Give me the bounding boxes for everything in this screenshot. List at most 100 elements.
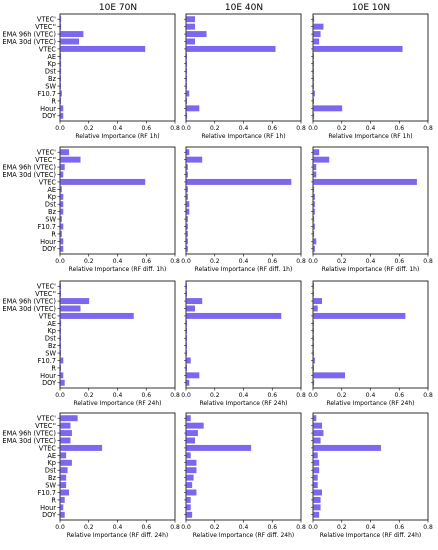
y-tick-label: Bz <box>48 342 57 350</box>
bar-hour <box>60 105 64 112</box>
y-tick-label: SW <box>45 82 56 90</box>
bar-vtec- <box>186 415 191 422</box>
y-tick-label: SW <box>45 349 56 357</box>
x-axis-label: Relative Importance (RF diff. 1h) <box>69 266 167 273</box>
bar-bz <box>186 342 187 349</box>
x-tick-label: 0.0 <box>55 258 65 265</box>
bar-ema-96h-vtec- <box>60 298 90 305</box>
bar-kp <box>60 193 64 200</box>
axes-frame <box>312 280 429 389</box>
bar-vtec- <box>186 422 204 429</box>
y-tick-label: F10.7 <box>38 90 56 98</box>
bar-dst <box>60 68 62 75</box>
y-tick-label: Kp <box>47 60 56 68</box>
bar-vtec <box>313 178 417 185</box>
x-tick-label: 0.0 <box>181 258 191 265</box>
y-tick-label: Dst <box>45 201 57 209</box>
y-tick-label: DOY <box>42 511 57 519</box>
y-tick-label: Kp <box>47 459 56 467</box>
y-tick-label: Dst <box>45 68 57 76</box>
bar-ema-30d-vtec- <box>186 171 188 178</box>
bar-doy <box>186 112 188 119</box>
bar-sw <box>313 83 314 90</box>
bar-ema-30d-vtec- <box>313 437 321 444</box>
bar-ae <box>313 320 314 327</box>
x-axis-label: Relative Importance (RF diff. 24h) <box>193 532 294 539</box>
x-tick-label: 0.4 <box>113 258 123 265</box>
x-tick-label: 0.6 <box>267 125 277 132</box>
y-tick-label: Dst <box>45 335 57 343</box>
y-tick-label: Dst <box>45 467 57 475</box>
y-tick-label: VTEC <box>39 312 57 320</box>
panel-r1-c0: VTEC'VTEC''EMA 96h (VTEC)EMA 30d (VTEC)V… <box>2 146 180 273</box>
bar-dst <box>186 335 187 342</box>
x-tick-label: 0.0 <box>308 258 318 265</box>
x-tick-label: 0.8 <box>296 524 306 531</box>
bar-ema-30d-vtec- <box>313 38 320 45</box>
x-tick-label: 0.4 <box>239 392 249 399</box>
bar-sw <box>313 482 318 489</box>
bar-sw <box>60 216 62 223</box>
bar-vtec- <box>60 149 70 156</box>
bar-vtec <box>186 45 276 52</box>
y-tick-label: VTEC'' <box>35 156 56 164</box>
y-tick-label: F10.7 <box>38 357 56 365</box>
bar-vtec <box>186 312 282 319</box>
bar-vtec <box>60 178 146 185</box>
bar-f10-7 <box>313 223 315 230</box>
bar-ema-30d-vtec- <box>60 437 71 444</box>
bar-ae <box>60 452 67 459</box>
x-axis-label: Relative Importance (RF 1h) <box>75 133 159 140</box>
bar-f10-7 <box>313 357 315 364</box>
x-tick-label: 0.0 <box>55 125 65 132</box>
x-tick-label: 0.8 <box>170 125 180 132</box>
x-tick-label: 0.6 <box>141 125 151 132</box>
bar-vtec- <box>186 290 187 297</box>
axes-frame <box>59 280 176 389</box>
bar-dst <box>313 201 315 208</box>
x-tick-label: 0.2 <box>337 392 347 399</box>
bar-vtec- <box>313 422 323 429</box>
bar-vtec- <box>60 283 61 290</box>
bar-hour <box>186 504 191 511</box>
bar-r <box>313 97 314 104</box>
bar-hour <box>313 372 346 379</box>
y-tick-label: EMA 30d (VTEC) <box>2 38 56 46</box>
bar-f10-7 <box>60 357 64 364</box>
x-tick-label: 0.4 <box>113 524 123 531</box>
x-tick-label: 0.4 <box>239 524 249 531</box>
y-tick-label: VTEC <box>39 178 57 186</box>
column-title-0: 10E 70N <box>99 3 137 13</box>
panel-r2-c0: VTEC'VTEC''EMA 96h (VTEC)EMA 30d (VTEC)V… <box>2 280 180 407</box>
bar-r <box>186 97 187 104</box>
bar-vtec- <box>313 415 317 422</box>
bar-ema-30d-vtec- <box>186 305 196 312</box>
bar-doy <box>60 511 65 518</box>
bar-kp <box>186 193 188 200</box>
bar-ema-96h-vtec- <box>313 430 324 437</box>
y-tick-label: EMA 96h (VTEC) <box>2 163 56 171</box>
bar-hour <box>60 372 64 379</box>
bar-ema-30d-vtec- <box>186 38 196 45</box>
x-tick-label: 0.0 <box>55 524 65 531</box>
y-tick-label: R <box>51 364 56 372</box>
y-tick-label: Kp <box>47 193 56 201</box>
bar-vtec- <box>313 156 330 163</box>
x-tick-label: 0.6 <box>394 524 404 531</box>
x-tick-label: 0.4 <box>239 125 249 132</box>
bar-r <box>60 230 62 237</box>
x-axis-label: Relative Importance (RF diff. 1h) <box>195 266 293 273</box>
y-tick-label: Hour <box>40 105 56 113</box>
x-tick-label: 0.4 <box>366 392 376 399</box>
bar-r <box>60 496 65 503</box>
bar-f10-7 <box>186 357 191 364</box>
x-axis-label: Relative Importance (RF 24h) <box>73 400 161 407</box>
bar-ae <box>186 320 187 327</box>
bar-hour <box>186 372 200 379</box>
panel-r2-c1: 0.0 0.2 0.4 0.6 0.8 Relative Importance (RF 2… <box>181 280 306 407</box>
bar-vtec- <box>186 23 196 30</box>
x-tick-label: 0.4 <box>113 392 123 399</box>
